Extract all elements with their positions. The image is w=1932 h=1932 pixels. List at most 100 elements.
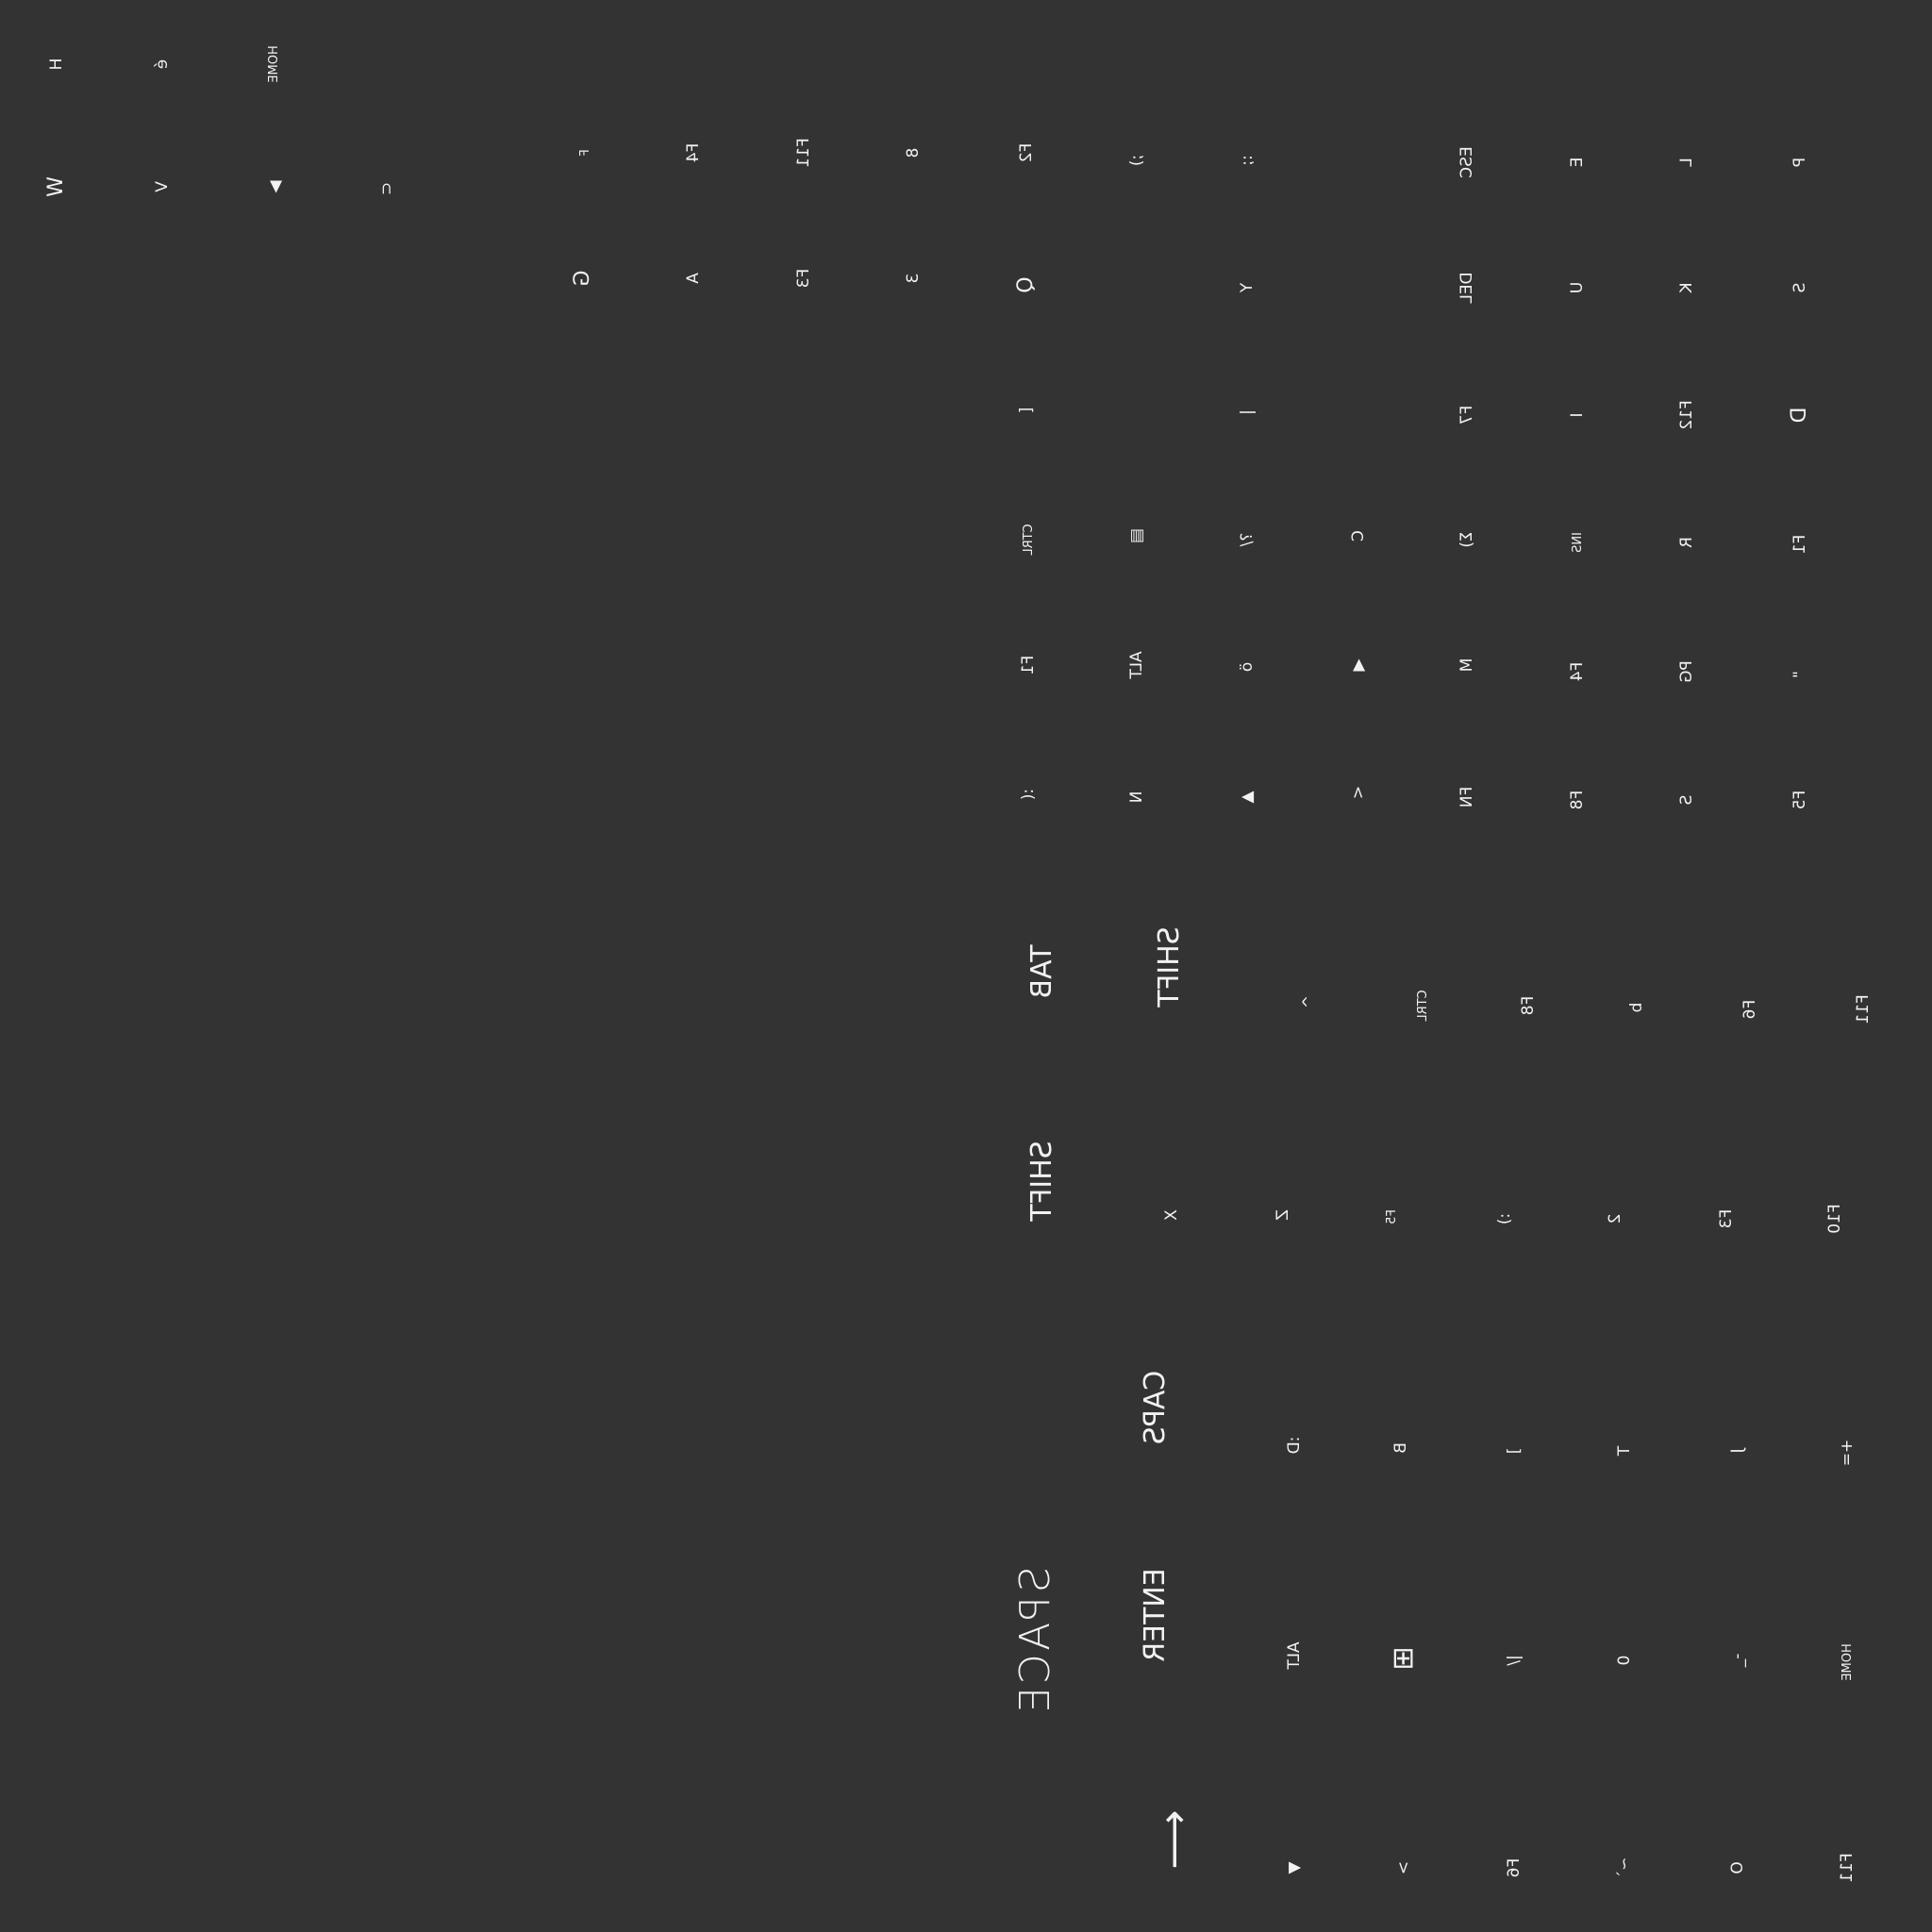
key-smile[interactable]: :) bbox=[1457, 1172, 1552, 1266]
key-b[interactable]: B bbox=[1354, 1401, 1448, 1495]
key-r[interactable]: R bbox=[1640, 495, 1734, 590]
key-f6-2[interactable]: F6 bbox=[1467, 1821, 1561, 1915]
key-colon-bracket[interactable]: :( bbox=[981, 747, 1075, 841]
key-pipe[interactable]: | bbox=[1200, 365, 1294, 459]
key-tilde[interactable]: ~` bbox=[1577, 1821, 1672, 1915]
key-sigma[interactable]: Σ) bbox=[1420, 492, 1514, 587]
key-pg[interactable]: PG bbox=[1640, 625, 1734, 719]
key-f11-3[interactable]: F11 bbox=[1800, 1821, 1894, 1915]
key-home[interactable]: HOME bbox=[226, 17, 321, 111]
key-f7[interactable]: F7 bbox=[1420, 368, 1514, 462]
key-arrow-down[interactable]: ▼ bbox=[1247, 1821, 1341, 1915]
key-fn[interactable]: FN bbox=[1420, 750, 1514, 844]
key-f12[interactable]: F12 bbox=[1640, 368, 1734, 462]
key-plus-equal[interactable]: += bbox=[1800, 1406, 1894, 1500]
key-l[interactable]: L bbox=[1640, 115, 1734, 209]
key-arrow-right[interactable]: ▶ bbox=[228, 140, 323, 234]
key-f-label: F bbox=[577, 149, 592, 157]
key-f3[interactable]: F3 bbox=[757, 231, 851, 325]
key-a[interactable]: A bbox=[646, 231, 741, 325]
key-v[interactable]: V bbox=[115, 140, 209, 234]
key-3[interactable]: 3 bbox=[866, 231, 960, 325]
key-0[interactable]: 0 bbox=[1577, 1613, 1672, 1707]
key-f6[interactable]: F6 bbox=[1703, 962, 1797, 1057]
key-menu[interactable]: ▤ bbox=[1090, 489, 1184, 583]
key-ctrl[interactable]: CTRL bbox=[981, 492, 1075, 587]
key-o-umlaut[interactable]: ö bbox=[1200, 620, 1294, 714]
key-c-bracket[interactable]: ⊂ bbox=[340, 142, 434, 236]
key-u[interactable]: U bbox=[1530, 241, 1624, 335]
key-question-mark[interactable]: ?/ bbox=[1200, 492, 1294, 587]
key-f8[interactable]: F8 bbox=[1530, 753, 1624, 847]
key-h[interactable]: H bbox=[9, 17, 104, 111]
key-m[interactable]: M bbox=[1420, 618, 1514, 712]
key-colon-dots[interactable]: :; bbox=[1200, 113, 1294, 208]
key-o[interactable]: O bbox=[1690, 1821, 1785, 1915]
key-space[interactable]: SPACE bbox=[989, 1547, 1083, 1736]
key-z[interactable]: Z bbox=[1236, 1168, 1330, 1262]
key-tab[interactable]: TAB bbox=[995, 924, 1090, 1019]
key-k[interactable]: K bbox=[1640, 241, 1734, 335]
key-greater-than[interactable]: > bbox=[1357, 1821, 1451, 1915]
key-n[interactable]: N bbox=[1090, 750, 1184, 844]
key-f11-2[interactable]: F11 bbox=[1816, 962, 1910, 1057]
key-del[interactable]: DEL bbox=[1420, 241, 1514, 335]
key-enter[interactable]: ENTER bbox=[1108, 1568, 1203, 1662]
key-shift-right[interactable]: SHIFT bbox=[995, 1134, 1090, 1228]
key-f3-2[interactable]: F3 bbox=[1679, 1172, 1774, 1266]
key-e-accent[interactable]: é bbox=[115, 17, 209, 111]
key-w[interactable]: W bbox=[9, 140, 104, 234]
key-arrow-up[interactable]: ▲ bbox=[1200, 750, 1294, 844]
key-d[interactable]: D bbox=[1753, 368, 1847, 462]
key-f5-2[interactable]: F5 bbox=[1344, 1170, 1439, 1264]
key-backspace[interactable]: ⟵ bbox=[1127, 1747, 1222, 1932]
key-alt[interactable]: ALT bbox=[1090, 618, 1184, 712]
key-y[interactable]: Y bbox=[1200, 241, 1294, 335]
key-f[interactable]: F bbox=[538, 106, 632, 200]
key-f5[interactable]: F5 bbox=[1753, 753, 1847, 847]
key-8[interactable]: 8 bbox=[866, 106, 960, 200]
key-s-small[interactable]: S bbox=[1640, 753, 1734, 847]
key-x[interactable]: X bbox=[1124, 1168, 1219, 1262]
key-e[interactable]: E bbox=[1530, 115, 1624, 209]
key-f4-alt[interactable]: F4 bbox=[1530, 625, 1624, 719]
key-minus-label: -_ bbox=[1727, 1653, 1747, 1668]
key-f11[interactable]: F11 bbox=[757, 106, 851, 200]
key-windows[interactable]: ⊞ bbox=[1357, 1611, 1451, 1706]
key-ins[interactable]: INS bbox=[1530, 495, 1624, 590]
key-f8-2[interactable]: F8 bbox=[1481, 958, 1575, 1053]
key-c[interactable]: C bbox=[1311, 489, 1406, 583]
key-semicolon-dot[interactable]: ;) bbox=[1090, 113, 1184, 208]
key-d-colon[interactable]: :D bbox=[1247, 1398, 1341, 1492]
key-slash-pipe-label: |/ bbox=[1504, 1655, 1524, 1666]
key-i[interactable]: I bbox=[1530, 368, 1624, 462]
key-f2[interactable]: F2 bbox=[979, 106, 1074, 200]
key-b-small[interactable]: b bbox=[1590, 960, 1684, 1055]
key-arrow-left[interactable]: ◀ bbox=[1311, 618, 1406, 712]
key-esc[interactable]: ESC bbox=[1420, 115, 1514, 209]
key-p[interactable]: P bbox=[1753, 115, 1847, 209]
key-j[interactable]: J bbox=[1690, 1404, 1785, 1498]
key-quote[interactable]: " bbox=[1753, 627, 1847, 722]
key-t[interactable]: T bbox=[1577, 1404, 1672, 1498]
key-slash-pipe[interactable]: |/ bbox=[1467, 1613, 1561, 1707]
key-bracket-open[interactable]: [ bbox=[979, 363, 1074, 458]
key-ctrl-2[interactable]: CTRL bbox=[1375, 958, 1470, 1053]
key-q[interactable]: Q bbox=[979, 238, 1074, 332]
key-home-2[interactable]: HOME bbox=[1800, 1615, 1894, 1709]
key-shift-left[interactable]: SHIFT bbox=[1123, 920, 1217, 1014]
key-f1[interactable]: F1 bbox=[1753, 497, 1847, 591]
key-caret[interactable]: ^ bbox=[1262, 955, 1357, 1049]
key-bracket-close[interactable]: ] bbox=[1467, 1404, 1561, 1498]
key-f1-alt[interactable]: F1 bbox=[981, 618, 1075, 712]
key-less-than[interactable]: < bbox=[1311, 745, 1406, 840]
key-caps[interactable]: CAPS bbox=[1108, 1360, 1203, 1455]
key-s[interactable]: S bbox=[1753, 241, 1847, 335]
key-f4[interactable]: F4 bbox=[646, 106, 741, 200]
key-alt-2[interactable]: ALT bbox=[1247, 1608, 1341, 1703]
key-f10[interactable]: F10 bbox=[1788, 1172, 1882, 1266]
key-g[interactable]: G bbox=[536, 231, 630, 325]
key-minus[interactable]: -_ bbox=[1690, 1613, 1785, 1707]
key-2[interactable]: 2 bbox=[1568, 1172, 1662, 1266]
